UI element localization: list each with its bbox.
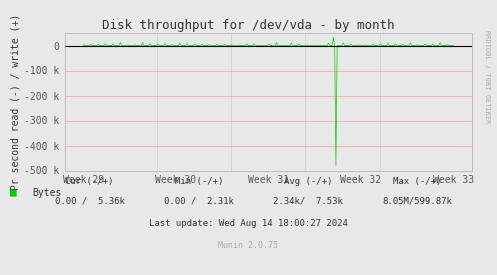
Text: Munin 2.0.75: Munin 2.0.75: [219, 241, 278, 249]
Text: 2.34k/  7.53k: 2.34k/ 7.53k: [273, 197, 343, 205]
Text: Max (-/+): Max (-/+): [393, 177, 442, 186]
Text: Disk throughput for /dev/vda - by month: Disk throughput for /dev/vda - by month: [102, 19, 395, 32]
Text: Min (-/+): Min (-/+): [174, 177, 223, 186]
Text: 0.00 /  5.36k: 0.00 / 5.36k: [55, 197, 124, 205]
Text: Cur (-/+): Cur (-/+): [65, 177, 114, 186]
Text: Avg (-/+): Avg (-/+): [284, 177, 332, 186]
Text: 0.00 /  2.31k: 0.00 / 2.31k: [164, 197, 234, 205]
Y-axis label: Pr second read (-) / write (+): Pr second read (-) / write (+): [10, 14, 20, 190]
Text: 8.05M/599.87k: 8.05M/599.87k: [383, 197, 452, 205]
Text: Bytes: Bytes: [32, 188, 62, 197]
Text: ■: ■: [10, 188, 17, 197]
Text: RRDTOOL / TOBI OETIKER: RRDTOOL / TOBI OETIKER: [484, 30, 490, 124]
Text: Last update: Wed Aug 14 18:00:27 2024: Last update: Wed Aug 14 18:00:27 2024: [149, 219, 348, 227]
